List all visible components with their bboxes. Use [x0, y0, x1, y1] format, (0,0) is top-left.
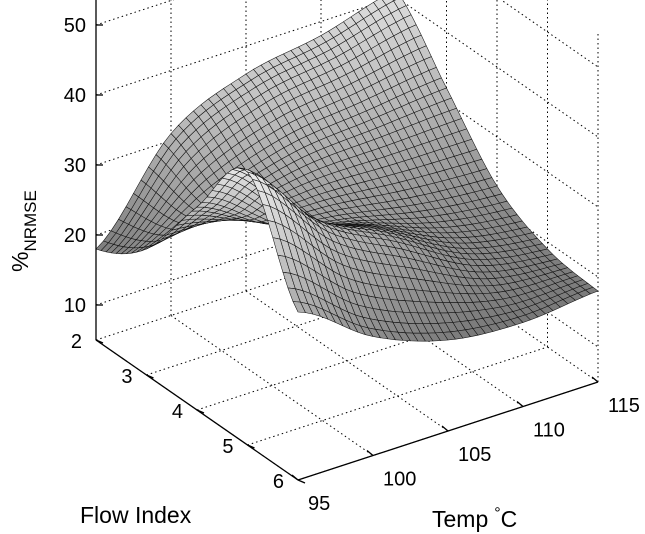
- y-tick-mark: [196, 409, 205, 414]
- y-axis-label: Flow Index: [80, 502, 192, 528]
- degree-symbol: °: [494, 505, 500, 522]
- grid-line-floor-flow: [146, 276, 447, 376]
- x-tick-label: 105: [458, 444, 491, 466]
- x-tick-label: 115: [608, 395, 640, 417]
- y-tick-mark: [297, 479, 306, 484]
- y-tick-mark: [146, 374, 154, 379]
- grid-line-side-wall-z: [95, 0, 389, 96]
- z-tick-label: 40: [64, 85, 86, 107]
- y-tick-label: 2: [71, 331, 82, 353]
- y-tick-label: 6: [273, 471, 284, 493]
- y-tick-mark: [95, 339, 104, 344]
- x-tick-mark: [291, 474, 299, 481]
- z-axis-label: %NRMSE: [7, 190, 40, 272]
- x-axis-label: Temp °C: [432, 505, 517, 532]
- x-tick-mark: [591, 376, 599, 383]
- grid-line-floor-flow: [247, 346, 548, 446]
- y-tick-label: 4: [172, 401, 183, 423]
- y-tick-label: 3: [121, 366, 132, 388]
- grid-line-floor-temp: [170, 315, 374, 456]
- grid-line-side-wall-z: [95, 206, 397, 306]
- x-tick-label: 95: [308, 493, 330, 515]
- x-axis-label-text: Temp: [432, 506, 488, 532]
- z-tick-label: 20: [64, 225, 86, 247]
- grid-line-floor-flow: [95, 241, 397, 341]
- grid-line-floor-flow: [196, 311, 498, 411]
- tick-labels: 10 20 30 40 50 2 3 4 5 6 95 100 105 110 115: [64, 15, 640, 515]
- z-tick-label: 30: [64, 155, 86, 177]
- z-axis-label-percent: %: [7, 252, 33, 272]
- surface-mesh: [95, 0, 599, 342]
- x-tick-label: 100: [383, 469, 416, 491]
- grid-line-back-wall-z: [399, 0, 599, 138]
- axes: [95, 0, 599, 484]
- x-tick-mark: [516, 401, 524, 407]
- z-tick-label: 50: [64, 15, 86, 37]
- x-axis-label-unit-letter: C: [501, 506, 518, 532]
- x-tick-mark: [366, 450, 374, 456]
- z-tick-label: 10: [64, 295, 86, 317]
- surface-facet: [585, 286, 599, 295]
- y-tick-label: 5: [222, 436, 233, 458]
- y-tick-mark: [247, 444, 255, 449]
- z-axis-label-subscript: NRMSE: [21, 190, 40, 251]
- x-tick-label: 110: [533, 420, 565, 442]
- x-tick-mark: [441, 425, 449, 432]
